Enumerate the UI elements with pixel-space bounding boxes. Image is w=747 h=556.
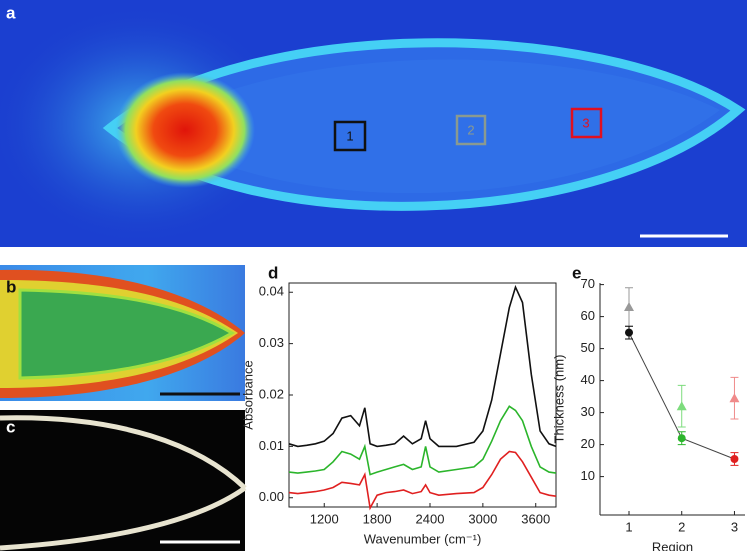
- x-tick-label: 3000: [468, 511, 497, 526]
- triangle-point: [624, 302, 634, 311]
- region-label: 2: [467, 122, 474, 137]
- film-core: [18, 288, 235, 380]
- film-edge: [0, 415, 247, 551]
- x-axis-label: Region: [652, 539, 693, 551]
- y-tick-label: 10: [581, 468, 595, 483]
- panel-label: c: [6, 417, 15, 436]
- x-tick-label: 3600: [521, 511, 550, 526]
- x-axis-label: Wavenumber (cm⁻¹): [364, 531, 482, 546]
- plot-frame: [288, 282, 557, 508]
- y-tick-label: 0.04: [259, 284, 284, 299]
- circle-point: [625, 328, 633, 337]
- circle-point: [677, 434, 686, 443]
- region-label: 3: [582, 115, 589, 130]
- y-tick-label: 60: [581, 308, 595, 323]
- triangle-point: [676, 401, 687, 411]
- x-tick-label: 2: [678, 519, 685, 534]
- y-tick-label: 50: [581, 340, 595, 355]
- y-tick-label: 0.03: [259, 335, 284, 350]
- y-tick-label: 70: [581, 276, 595, 291]
- hot-spot: [115, 72, 255, 188]
- y-axis-label: Thickness (nm): [551, 355, 566, 444]
- region-box: [570, 107, 603, 139]
- spectrum: [288, 450, 557, 511]
- y-tick-label: 20: [581, 436, 595, 451]
- x-tick-label: 3: [731, 519, 738, 534]
- x-tick-label: 1800: [363, 511, 392, 526]
- panel-label: a: [6, 3, 16, 22]
- region-box: [455, 114, 487, 146]
- y-tick-label: 40: [581, 372, 595, 387]
- x-tick-label: 2400: [416, 511, 445, 526]
- panel-label: d: [268, 263, 278, 282]
- y-tick-label: 0.01: [259, 438, 284, 453]
- region-label: 1: [346, 128, 353, 143]
- x-tick-label: 1200: [310, 511, 339, 526]
- y-tick-label: 0.02: [259, 386, 284, 401]
- triangle-point: [729, 393, 740, 403]
- spectrum: [288, 405, 557, 476]
- region-box: [333, 120, 367, 152]
- panel-label: b: [6, 277, 16, 296]
- spectrum: [288, 284, 557, 448]
- droplet-core: [150, 59, 720, 194]
- y-tick-label: 30: [581, 404, 595, 419]
- image-c: [0, 410, 245, 551]
- panel-label: e: [572, 263, 581, 282]
- y-tick-label: 0.00: [259, 489, 284, 504]
- circle-point: [730, 455, 739, 463]
- y-axis-label: Absorbance: [240, 360, 255, 429]
- x-tick-label: 1: [625, 519, 632, 534]
